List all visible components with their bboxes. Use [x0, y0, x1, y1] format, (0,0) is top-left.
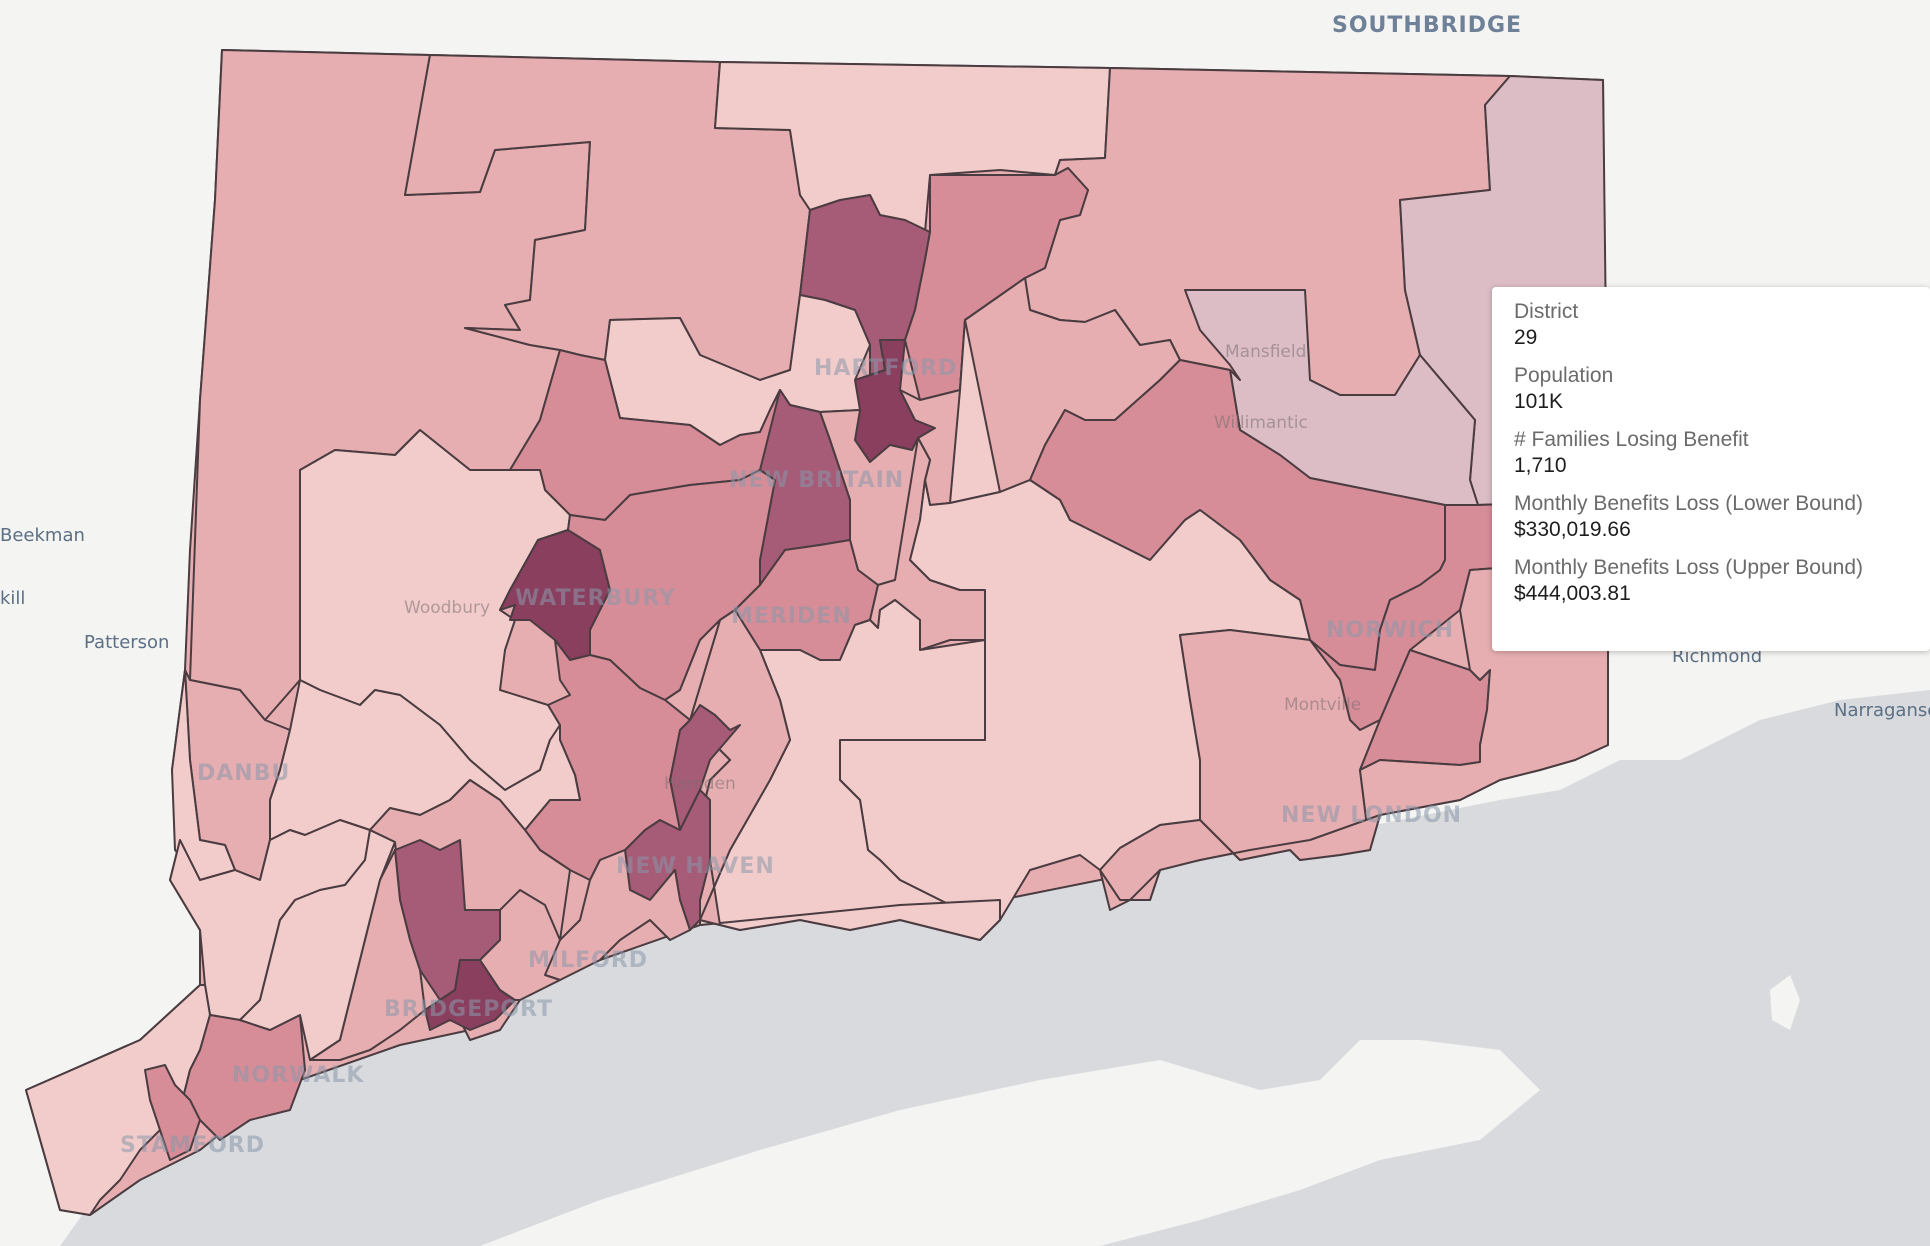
long-island: [480, 1040, 1540, 1246]
tooltip-upper-bound-row: Monthly Benefits Loss (Upper Bound) $444…: [1514, 555, 1908, 607]
label-patterson: Patterson: [84, 632, 169, 653]
label-southbridge: SOUTHBRIDGE: [1332, 13, 1522, 38]
tooltip-upper-bound-label: Monthly Benefits Loss (Upper Bound): [1514, 556, 1864, 579]
label-danbury: DANBU: [197, 761, 290, 786]
tooltip-lower-bound-value: $330,019.66: [1514, 518, 1631, 541]
tooltip-district-label: District: [1514, 300, 1579, 323]
label-kill: kill: [0, 588, 25, 609]
district-milford[interactable]: [479, 889, 561, 1001]
label-new-london: NEW LONDON: [1281, 803, 1462, 828]
label-meriden: MERIDEN: [731, 604, 852, 629]
label-narragansett: Narraganse: [1834, 700, 1930, 721]
tooltip-families-label: # Families Losing Benefit: [1514, 428, 1749, 451]
tooltip-population-row: Population 101K: [1514, 363, 1908, 415]
label-bridgeport: BRIDGEPORT: [384, 997, 553, 1022]
tooltip-lower-bound-label: Monthly Benefits Loss (Lower Bound): [1514, 492, 1864, 515]
district-old-saybrook[interactable]: [1099, 869, 1161, 911]
label-willimantic: Willimantic: [1214, 413, 1308, 433]
tooltip-population-label: Population: [1514, 364, 1614, 387]
tooltip-population-value: 101K: [1514, 390, 1564, 413]
label-montville: Montville: [1284, 695, 1361, 715]
tooltip-lower-bound-row: Monthly Benefits Loss (Lower Bound) $330…: [1514, 491, 1908, 543]
label-beekman: Beekman: [0, 525, 85, 546]
tooltip-families-value: 1,710: [1514, 454, 1567, 477]
tooltip-families-row: # Families Losing Benefit 1,710: [1514, 427, 1908, 479]
label-hamden: Hamden: [664, 774, 736, 794]
label-hartford: HARTFORD: [814, 356, 957, 381]
district-madison[interactable]: [699, 899, 1001, 941]
label-mansfield: Mansfield: [1225, 342, 1306, 362]
label-milford: MILFORD: [528, 948, 648, 973]
label-new-britain: NEW BRITAIN: [729, 468, 904, 493]
tooltip-district-row: District 29: [1514, 299, 1908, 351]
label-woodbury: Woodbury: [404, 598, 490, 618]
label-waterbury: WATERBURY: [515, 586, 676, 611]
district-bridgeport[interactable]: [424, 959, 516, 1031]
label-richmond: Richmond: [1672, 646, 1762, 667]
label-norwich: NORWICH: [1326, 618, 1454, 643]
district-fairfield-coast[interactable]: [309, 849, 426, 1061]
district-greenwich[interactable]: [144, 1064, 201, 1161]
label-new-haven: NEW HAVEN: [616, 854, 775, 879]
tooltip-district-value: 29: [1514, 326, 1538, 349]
block-island: [1770, 975, 1800, 1030]
label-stamford: STAMFORD: [120, 1133, 265, 1158]
tooltip-upper-bound-value: $444,003.81: [1514, 582, 1631, 605]
label-norwalk: NORWALK: [232, 1063, 364, 1088]
district-tooltip: District 29 Population 101K # Families L…: [1492, 287, 1930, 651]
